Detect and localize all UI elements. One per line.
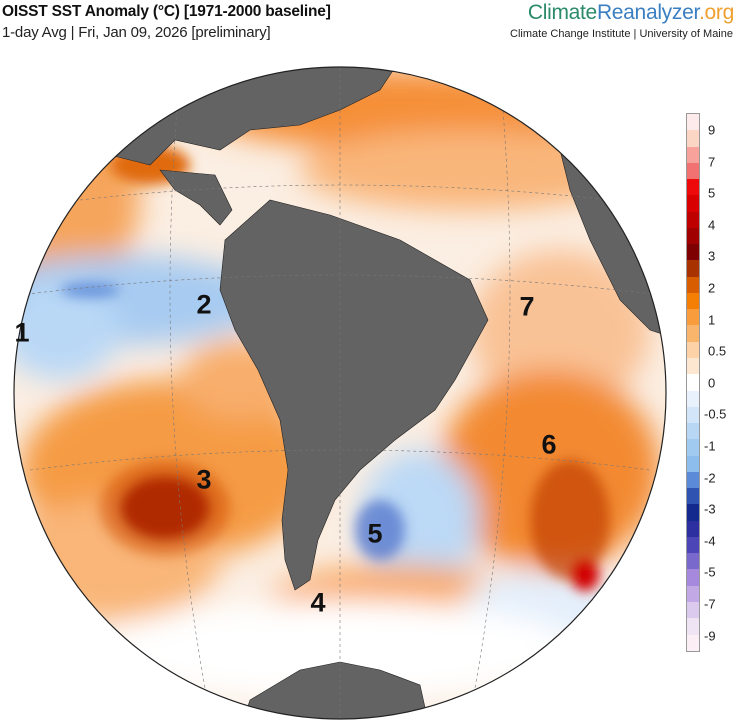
colorbar-swatch <box>687 357 699 375</box>
antarctica-landmass <box>239 661 431 719</box>
colorbar-tick-label: 5 <box>708 185 716 201</box>
colorbar-swatch <box>687 260 699 277</box>
colorbar-tick-label: -3 <box>704 501 716 517</box>
south-america-landmass <box>219 199 489 591</box>
colorbar-swatch <box>687 276 699 293</box>
colorbar-tick-label: -0.5 <box>704 406 727 422</box>
colorbar-swatch <box>687 504 699 521</box>
colorbar-tick-label: 1 <box>708 312 716 328</box>
colorbar-swatch <box>687 406 699 424</box>
colorbar-swatch <box>687 130 699 147</box>
colorbar-tick-label: -9 <box>704 628 716 644</box>
colorbar-tick-label: 0.5 <box>708 343 727 359</box>
region-label: 6 <box>541 429 557 460</box>
brand-logo-part: Reanalyzer <box>596 1 699 24</box>
map-title: OISST SST Anomaly (°C) [1971-2000 baseli… <box>2 3 331 20</box>
colorbar-swatch <box>687 244 699 261</box>
colorbar-swatch <box>687 195 699 212</box>
colorbar-swatch <box>687 536 699 554</box>
central-america-landmass <box>159 169 233 226</box>
colorbar-swatch <box>687 309 699 326</box>
region-label: 7 <box>519 291 535 322</box>
colorbar-tick-label: -1 <box>704 438 716 454</box>
region-label: 5 <box>367 518 383 549</box>
colorbar-swatch <box>687 390 699 407</box>
colorbar-tick-label: 4 <box>708 217 716 233</box>
colorbar-swatch <box>687 601 699 619</box>
colorbar-swatch <box>687 634 699 651</box>
brand-logo-part: Climate <box>527 1 597 24</box>
colorbar-swatch <box>687 569 699 586</box>
colorbar-tick-label: -2 <box>704 470 716 486</box>
colorbar-tick-label: 0 <box>708 375 716 391</box>
colorbar-tick-label: 9 <box>708 122 716 138</box>
colorbar-swatch <box>687 292 699 310</box>
colorbar-tick-label: 2 <box>708 280 716 296</box>
colorbar-swatch <box>687 439 699 456</box>
colorbar-swatch <box>687 325 699 342</box>
map-subtitle: 1-day Avg | Fri, Jan 09, 2026 [prelimina… <box>2 24 271 41</box>
region-label: 2 <box>196 289 212 320</box>
colorbar-tick-label: -7 <box>704 596 716 612</box>
colorbar-tick-label: 3 <box>708 248 716 264</box>
colorbar-tick-label: -4 <box>704 533 716 549</box>
region-label: 4 <box>310 587 326 618</box>
colorbar-swatch <box>687 618 699 635</box>
colorbar-swatch <box>687 146 699 163</box>
colorbar-swatch <box>687 455 699 472</box>
globe-outline <box>13 66 667 720</box>
colorbar-tick-label: -5 <box>704 564 716 580</box>
colorbar-swatch <box>687 471 699 489</box>
region-label: 3 <box>196 464 212 495</box>
brand-logo-part: .org <box>699 1 734 24</box>
colorbar-swatch <box>687 227 699 245</box>
brand-logo[interactable]: ClimateReanalyzer.org <box>528 1 734 25</box>
colorbar-swatch <box>687 585 699 602</box>
colorbar-swatch <box>687 211 699 228</box>
colorbar <box>686 113 700 652</box>
colorbar-swatch <box>687 374 699 391</box>
brand-subtitle: Climate Change Institute | University of… <box>510 28 733 40</box>
colorbar-swatch <box>687 488 699 505</box>
colorbar-swatch <box>687 423 699 440</box>
colorbar-swatch <box>687 179 699 196</box>
region-label: 1 <box>14 317 30 348</box>
colorbar-swatch <box>687 114 699 131</box>
colorbar-swatch <box>687 162 699 180</box>
graticule-lines <box>19 68 661 719</box>
colorbar-swatch <box>687 520 699 537</box>
colorbar-swatch <box>687 553 699 570</box>
colorbar-tick-label: 7 <box>708 154 716 170</box>
colorbar-swatch <box>687 341 699 358</box>
ocean-anomaly-layer <box>14 67 666 719</box>
